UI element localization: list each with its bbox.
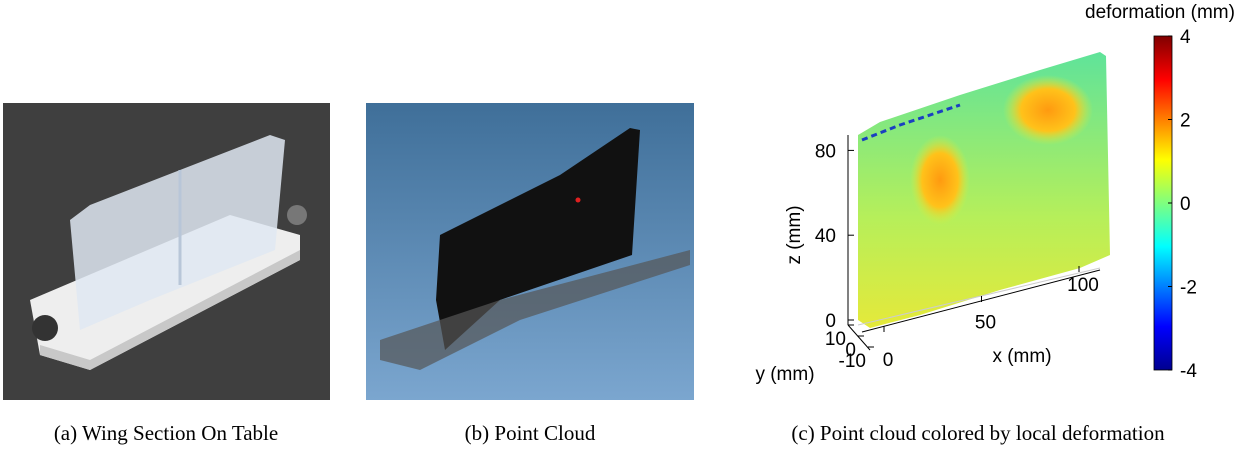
colorbar-tick-label: -4 — [1180, 361, 1197, 382]
caption: (c) Point cloud colored by local deforma… — [791, 421, 1165, 445]
deformation-cloud — [848, 36, 1172, 370]
colorbar-tick-label: -2 — [1180, 278, 1197, 299]
y-tick-label: 0 — [845, 340, 856, 361]
z-axis-label: z (mm) — [784, 205, 805, 264]
colorbar-tick-label: 0 — [1180, 194, 1191, 215]
colorbar-tick-label: 4 — [1180, 27, 1191, 48]
colorbar-tick-label: 2 — [1180, 111, 1191, 132]
caption: (b) Point Cloud — [465, 421, 596, 445]
x-tick-label: 0 — [883, 350, 894, 371]
photo-wing — [3, 103, 330, 400]
z-tick-label: 80 — [815, 141, 836, 162]
y-axis-label: y (mm) — [755, 364, 814, 385]
x-tick-label: 100 — [1067, 275, 1099, 296]
x-tick-label: 50 — [975, 313, 996, 334]
caption: (a) Wing Section On Table — [54, 421, 278, 445]
figure: deformation (mm) x (mm) y (mm) z (mm) (a… — [0, 0, 1247, 455]
x-axis-label: x (mm) — [992, 346, 1051, 367]
point-cloud-render — [366, 103, 694, 400]
y-tick-label: 10 — [825, 329, 846, 350]
z-tick-label: 40 — [815, 226, 836, 247]
colorbar-label: deformation (mm) — [1085, 2, 1235, 23]
